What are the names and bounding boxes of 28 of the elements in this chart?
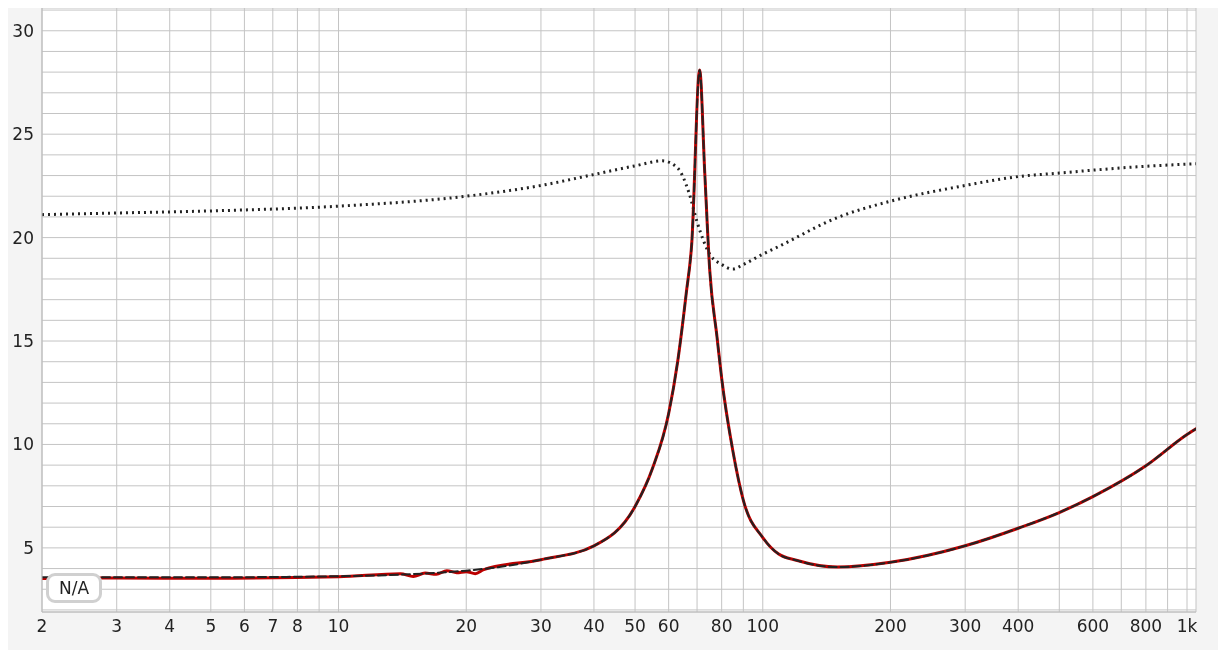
x-tick-label: 3 xyxy=(111,616,123,637)
y-tick-label: 10 xyxy=(12,434,34,455)
y-tick-label: 25 xyxy=(12,124,34,145)
x-tick-label: 10 xyxy=(327,616,350,637)
x-tick-label: 40 xyxy=(583,616,605,637)
y-tick-label: 15 xyxy=(12,331,34,352)
x-tick-label: 7 xyxy=(267,616,279,637)
y-tick-label: 30 xyxy=(12,20,34,41)
y-tick-label: 5 xyxy=(23,537,34,558)
x-tick-label: 2 xyxy=(36,616,48,637)
x-tick-label: 800 xyxy=(1129,616,1163,637)
x-tick-label: 8 xyxy=(292,616,303,637)
x-tick-label: 200 xyxy=(874,616,907,637)
x-tick-label: 600 xyxy=(1076,616,1110,637)
x-tick-label: 1k xyxy=(1176,616,1198,637)
x-tick-label: 50 xyxy=(624,616,646,637)
y-tick-label: 20 xyxy=(12,227,34,248)
x-tick-label: 100 xyxy=(746,616,779,637)
x-tick-label: 4 xyxy=(164,616,176,637)
x-tick-label: 20 xyxy=(455,616,478,637)
x-tick-label: 30 xyxy=(530,616,552,637)
x-tick-label: 5 xyxy=(205,616,217,637)
x-tick-label: 80 xyxy=(710,616,733,637)
x-tick-label: 6 xyxy=(239,616,250,637)
x-tick-label: 60 xyxy=(657,616,680,637)
x-tick-label: 400 xyxy=(1001,616,1035,637)
x-tick-label: 300 xyxy=(948,616,982,637)
annotation: N/A xyxy=(46,573,103,603)
